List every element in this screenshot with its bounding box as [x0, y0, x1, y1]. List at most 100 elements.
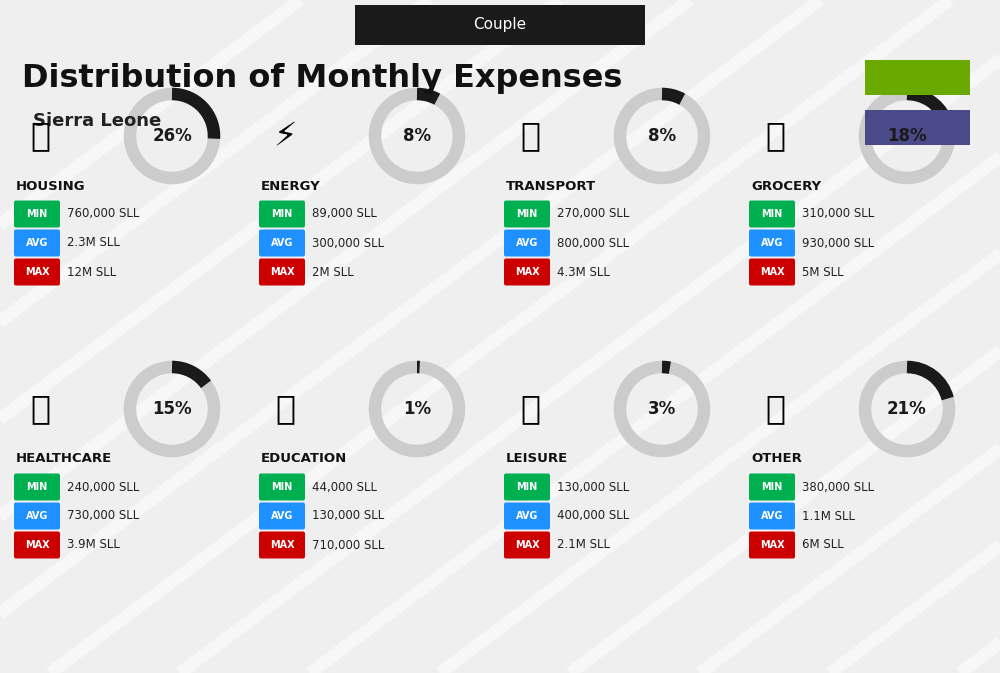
Text: MIN: MIN — [26, 482, 48, 492]
Text: 🚌: 🚌 — [520, 120, 540, 153]
Text: 💓: 💓 — [30, 392, 50, 425]
FancyBboxPatch shape — [259, 474, 305, 501]
Text: AVG: AVG — [761, 238, 783, 248]
Text: AVG: AVG — [516, 511, 538, 521]
Text: 760,000 SLL: 760,000 SLL — [67, 207, 139, 221]
Text: MIN: MIN — [271, 209, 293, 219]
Text: 12M SLL: 12M SLL — [67, 266, 116, 279]
Text: 🛍: 🛍 — [520, 392, 540, 425]
Text: AVG: AVG — [516, 238, 538, 248]
Text: Couple: Couple — [473, 17, 527, 32]
Text: 730,000 SLL: 730,000 SLL — [67, 509, 139, 522]
FancyBboxPatch shape — [504, 258, 550, 285]
Text: 710,000 SLL: 710,000 SLL — [312, 538, 384, 551]
Text: AVG: AVG — [271, 238, 293, 248]
Text: MIN: MIN — [516, 482, 538, 492]
Text: HOUSING: HOUSING — [16, 180, 86, 192]
FancyBboxPatch shape — [865, 110, 970, 145]
Text: 240,000 SLL: 240,000 SLL — [67, 481, 139, 493]
Text: 21%: 21% — [887, 400, 927, 418]
Text: ENERGY: ENERGY — [261, 180, 321, 192]
Text: EDUCATION: EDUCATION — [261, 452, 347, 466]
Text: MIN: MIN — [26, 209, 48, 219]
Text: MAX: MAX — [270, 540, 294, 550]
Text: 🏢: 🏢 — [30, 120, 50, 153]
Text: 2M SLL: 2M SLL — [312, 266, 354, 279]
Text: 800,000 SLL: 800,000 SLL — [557, 236, 629, 250]
Text: MIN: MIN — [761, 482, 783, 492]
Text: ⚡: ⚡ — [273, 120, 297, 153]
Text: MAX: MAX — [515, 267, 539, 277]
Text: 🎓: 🎓 — [275, 392, 295, 425]
Text: MIN: MIN — [516, 209, 538, 219]
FancyBboxPatch shape — [259, 201, 305, 227]
Text: 930,000 SLL: 930,000 SLL — [802, 236, 874, 250]
Text: 2.1M SLL: 2.1M SLL — [557, 538, 610, 551]
FancyBboxPatch shape — [14, 229, 60, 256]
Text: 5M SLL: 5M SLL — [802, 266, 844, 279]
Text: AVG: AVG — [26, 238, 48, 248]
Text: 44,000 SLL: 44,000 SLL — [312, 481, 377, 493]
FancyBboxPatch shape — [14, 201, 60, 227]
Text: MAX: MAX — [515, 540, 539, 550]
Text: 8%: 8% — [648, 127, 676, 145]
Text: Distribution of Monthly Expenses: Distribution of Monthly Expenses — [22, 63, 622, 94]
Text: 6M SLL: 6M SLL — [802, 538, 844, 551]
Text: 400,000 SLL: 400,000 SLL — [557, 509, 629, 522]
FancyBboxPatch shape — [14, 503, 60, 530]
Text: 4.3M SLL: 4.3M SLL — [557, 266, 610, 279]
Text: AVG: AVG — [761, 511, 783, 521]
Text: 18%: 18% — [887, 127, 927, 145]
FancyBboxPatch shape — [749, 258, 795, 285]
Text: AVG: AVG — [271, 511, 293, 521]
FancyBboxPatch shape — [749, 201, 795, 227]
Text: 15%: 15% — [152, 400, 192, 418]
Text: MAX: MAX — [25, 267, 49, 277]
FancyBboxPatch shape — [259, 532, 305, 559]
Text: AVG: AVG — [26, 511, 48, 521]
Text: 26%: 26% — [152, 127, 192, 145]
FancyBboxPatch shape — [749, 503, 795, 530]
Text: 💰: 💰 — [765, 392, 785, 425]
FancyBboxPatch shape — [504, 201, 550, 227]
FancyBboxPatch shape — [259, 229, 305, 256]
Text: 380,000 SLL: 380,000 SLL — [802, 481, 874, 493]
FancyBboxPatch shape — [259, 503, 305, 530]
FancyBboxPatch shape — [749, 229, 795, 256]
Text: OTHER: OTHER — [751, 452, 802, 466]
Text: 300,000 SLL: 300,000 SLL — [312, 236, 384, 250]
Text: 130,000 SLL: 130,000 SLL — [557, 481, 629, 493]
Text: 1%: 1% — [403, 400, 431, 418]
FancyBboxPatch shape — [504, 229, 550, 256]
FancyBboxPatch shape — [865, 60, 970, 95]
FancyBboxPatch shape — [504, 474, 550, 501]
Text: TRANSPORT: TRANSPORT — [506, 180, 596, 192]
FancyBboxPatch shape — [355, 5, 645, 45]
Text: LEISURE: LEISURE — [506, 452, 568, 466]
Text: Sierra Leone: Sierra Leone — [33, 112, 161, 130]
FancyBboxPatch shape — [504, 532, 550, 559]
Text: MAX: MAX — [270, 267, 294, 277]
Text: MAX: MAX — [760, 267, 784, 277]
Text: 2.3M SLL: 2.3M SLL — [67, 236, 120, 250]
Text: GROCERY: GROCERY — [751, 180, 821, 192]
Text: 3%: 3% — [648, 400, 676, 418]
FancyBboxPatch shape — [504, 503, 550, 530]
FancyBboxPatch shape — [749, 532, 795, 559]
FancyBboxPatch shape — [14, 258, 60, 285]
Text: 130,000 SLL: 130,000 SLL — [312, 509, 384, 522]
Text: 310,000 SLL: 310,000 SLL — [802, 207, 874, 221]
FancyBboxPatch shape — [14, 532, 60, 559]
Text: MAX: MAX — [25, 540, 49, 550]
Text: MAX: MAX — [760, 540, 784, 550]
Text: 🛒: 🛒 — [765, 120, 785, 153]
Text: 8%: 8% — [403, 127, 431, 145]
FancyBboxPatch shape — [14, 474, 60, 501]
Text: HEALTHCARE: HEALTHCARE — [16, 452, 112, 466]
Text: 270,000 SLL: 270,000 SLL — [557, 207, 629, 221]
Text: 3.9M SLL: 3.9M SLL — [67, 538, 120, 551]
Text: 89,000 SLL: 89,000 SLL — [312, 207, 377, 221]
Text: MIN: MIN — [761, 209, 783, 219]
Text: MIN: MIN — [271, 482, 293, 492]
Text: 1.1M SLL: 1.1M SLL — [802, 509, 855, 522]
